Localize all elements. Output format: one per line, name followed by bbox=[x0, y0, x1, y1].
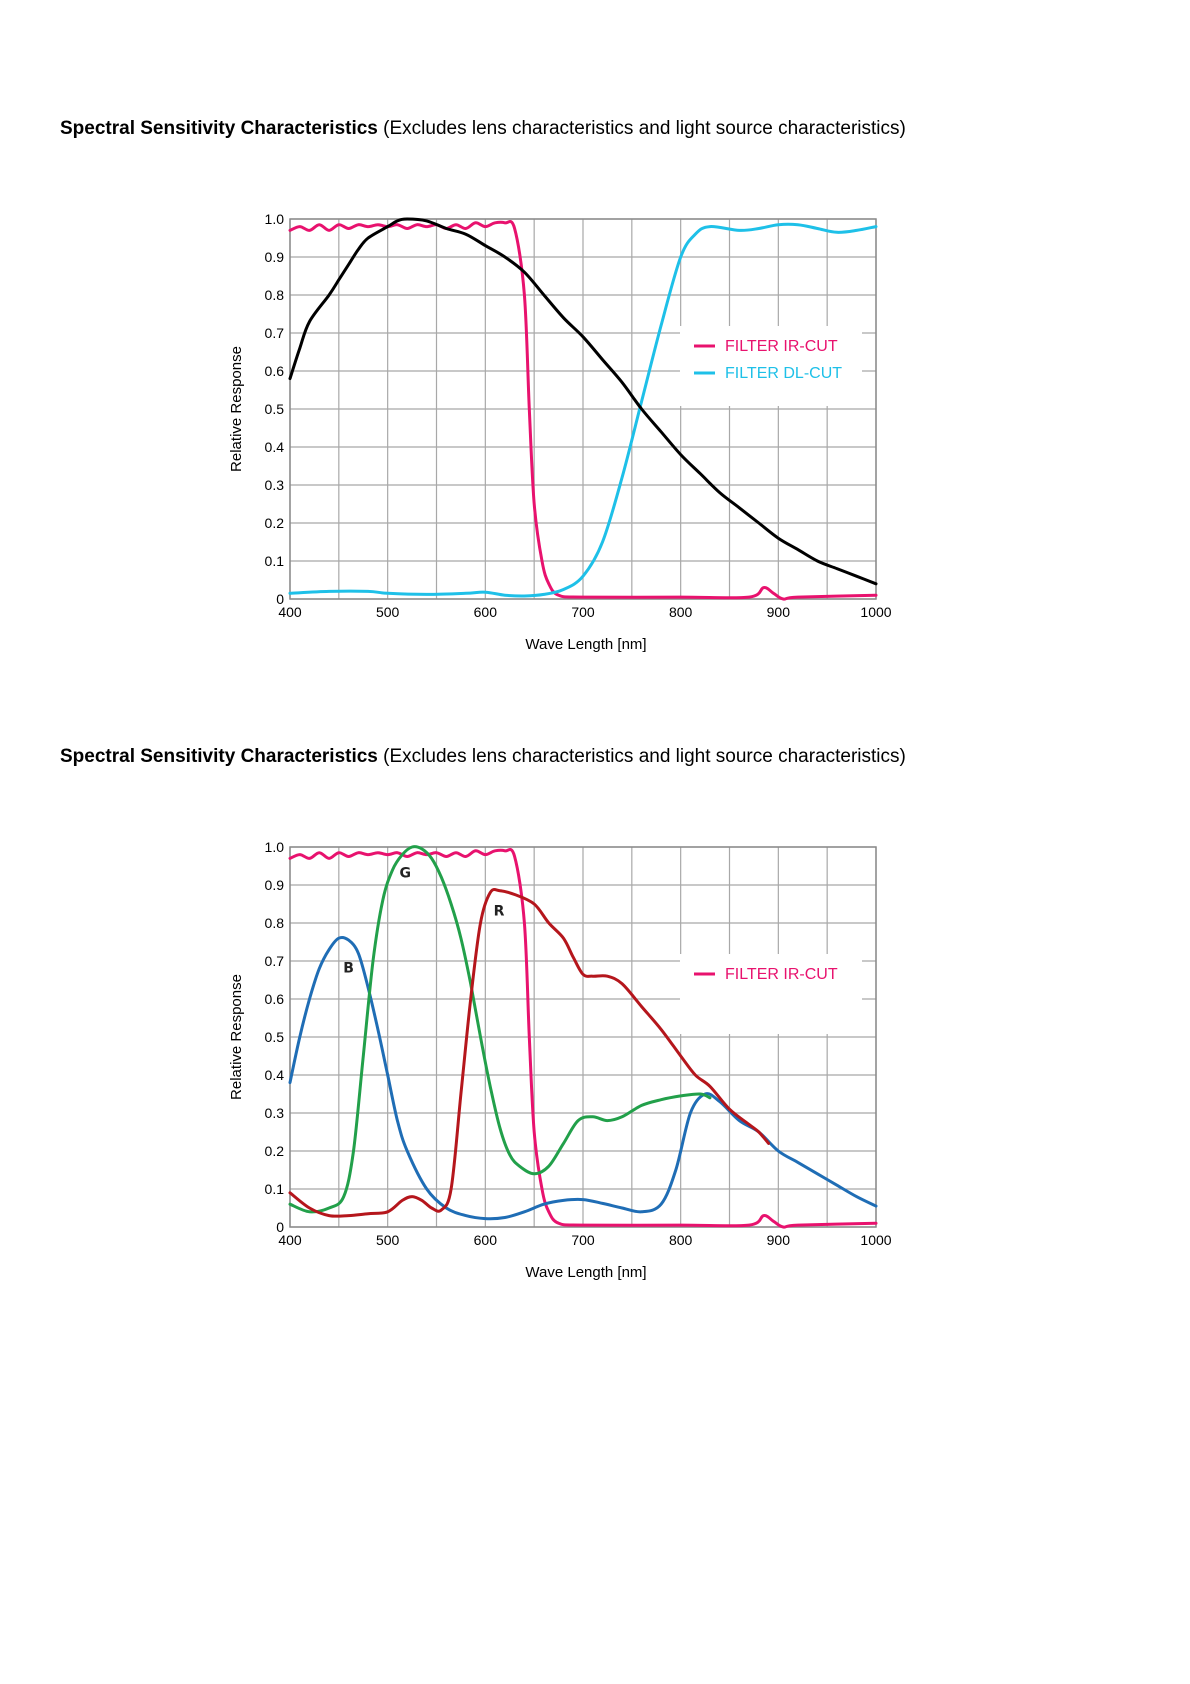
y-tick-label: 0.7 bbox=[265, 325, 285, 341]
y-tick-label: 0.5 bbox=[265, 1029, 285, 1045]
y-tick-label: 0 bbox=[276, 591, 284, 607]
y-tick-label: 0.3 bbox=[265, 477, 285, 493]
x-tick-label: 600 bbox=[474, 1232, 498, 1248]
series-group bbox=[288, 845, 878, 1229]
y-tick-label: 1.0 bbox=[265, 211, 285, 227]
x-tick-label: 400 bbox=[278, 1232, 302, 1248]
y-tick-label: 0.6 bbox=[265, 363, 285, 379]
legend-label: FILTER IR-CUT bbox=[725, 338, 838, 355]
y-tick-label: 0.5 bbox=[265, 401, 285, 417]
legend-label: FILTER IR-CUT bbox=[725, 966, 838, 983]
x-tick-label: 700 bbox=[571, 604, 595, 620]
x-axis-label: Wave Length [nm] bbox=[525, 1264, 646, 1281]
y-tick-label: 0.2 bbox=[265, 515, 285, 531]
y-tick-label: 0.9 bbox=[265, 249, 285, 265]
y-tick-label: 0.8 bbox=[265, 915, 285, 931]
spectral-chart-1: 400 500 600 700 800 900 1000 0 0.1 0.2 0.3 0.4 0.5 0.… bbox=[228, 211, 892, 653]
series-group bbox=[288, 217, 878, 601]
x-tick-label: 400 bbox=[278, 604, 302, 620]
heading-bold: Spectral Sensitivity Characteristics bbox=[60, 118, 378, 139]
x-axis-label: Wave Length [nm] bbox=[525, 636, 646, 653]
heading-bold: Spectral Sensitivity Characteristics bbox=[60, 746, 378, 767]
y-tick-label: 0.1 bbox=[265, 553, 285, 569]
y-tick-label: 0 bbox=[276, 1219, 284, 1235]
y-tick-label: 0.1 bbox=[265, 1181, 285, 1197]
filter-dl-cut-curve bbox=[288, 222, 878, 598]
x-tick-label: 500 bbox=[376, 604, 400, 620]
y-tick-label: 1.0 bbox=[265, 839, 285, 855]
y-axis-label: Relative Response bbox=[228, 346, 245, 472]
x-tick-label: 600 bbox=[474, 604, 498, 620]
y-tick-label: 0.6 bbox=[265, 991, 285, 1007]
x-tick-label: 1000 bbox=[860, 604, 891, 620]
grid bbox=[289, 218, 877, 600]
x-tick-label: 500 bbox=[376, 1232, 400, 1248]
x-tick-label: 1000 bbox=[860, 1232, 891, 1248]
y-tick-label: 0.7 bbox=[265, 953, 285, 969]
x-tick-label: 700 bbox=[571, 1232, 595, 1248]
legend-box bbox=[680, 954, 862, 1034]
heading-rest: (Excludes lens characteristics and light… bbox=[377, 118, 906, 139]
x-tick-label: 900 bbox=[767, 604, 791, 620]
legend-entry: FILTER IR-CUT bbox=[694, 966, 838, 983]
heading-rest: (Excludes lens characteristics and light… bbox=[377, 746, 906, 767]
y-tick-label: 0.8 bbox=[265, 287, 285, 303]
chart-1-heading: Spectral Sensitivity Characteristics (Ex… bbox=[60, 118, 906, 140]
y-tick-label: 0.4 bbox=[265, 1067, 285, 1083]
g-curve bbox=[288, 845, 712, 1214]
chart-2-heading: Spectral Sensitivity Characteristics (Ex… bbox=[60, 746, 906, 768]
response-curve bbox=[288, 217, 878, 586]
legend-entry: FILTER DL-CUT bbox=[694, 365, 842, 382]
legend-label: FILTER DL-CUT bbox=[725, 365, 842, 382]
curve-label-g: G bbox=[399, 865, 411, 881]
curve-label-b: B bbox=[343, 960, 354, 976]
x-tick-label: 900 bbox=[767, 1232, 791, 1248]
plot-frame bbox=[289, 846, 877, 1228]
filter-ir-cut-curve bbox=[288, 220, 878, 601]
y-axis-label: Relative Response bbox=[228, 974, 245, 1100]
spectral-chart-2: 400 500 600 700 800 900 1000 0 0.1 0.2 0.3 0.4 0.5 0.… bbox=[228, 839, 892, 1281]
y-tick-label: 0.3 bbox=[265, 1105, 285, 1121]
y-tick-label: 0.9 bbox=[265, 877, 285, 893]
filter-ir-cut-curve bbox=[288, 848, 878, 1229]
curve-label-r: R bbox=[494, 903, 505, 919]
x-tick-label: 800 bbox=[669, 604, 693, 620]
x-tick-label: 800 bbox=[669, 1232, 693, 1248]
y-tick-label: 0.2 bbox=[265, 1143, 285, 1159]
y-tick-label: 0.4 bbox=[265, 439, 285, 455]
plot-frame bbox=[289, 218, 877, 600]
legend-entry: FILTER IR-CUT bbox=[694, 338, 838, 355]
r-curve bbox=[288, 888, 771, 1218]
legend-box bbox=[680, 326, 862, 406]
